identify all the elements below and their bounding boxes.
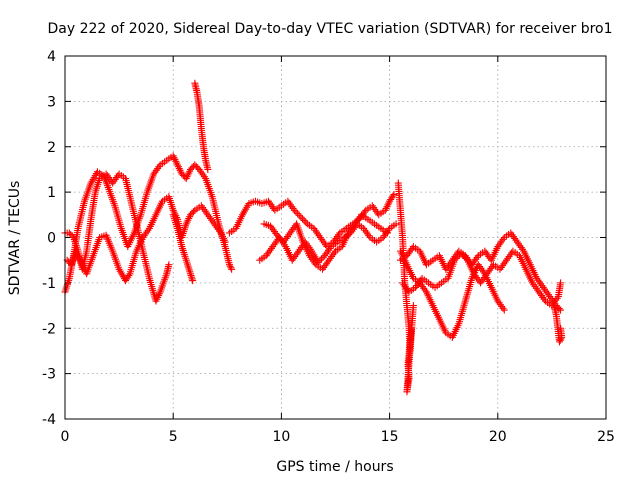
x-tick-label: 25 bbox=[597, 429, 615, 445]
data-point bbox=[295, 211, 303, 219]
x-tick-label: 0 bbox=[61, 429, 70, 445]
data-point bbox=[192, 162, 200, 170]
y-tick-label: 2 bbox=[47, 140, 56, 156]
y-tick-label: 0 bbox=[47, 231, 56, 247]
data-point bbox=[460, 253, 468, 261]
x-tick-label: 10 bbox=[272, 429, 290, 445]
data-point bbox=[191, 161, 199, 169]
series-track-7 bbox=[260, 211, 391, 273]
data-point bbox=[319, 253, 327, 261]
data-point bbox=[188, 209, 196, 217]
data-point bbox=[67, 230, 75, 238]
data-point bbox=[276, 235, 284, 243]
data-point bbox=[292, 208, 300, 216]
series-track-4 bbox=[169, 211, 197, 285]
data-points bbox=[61, 79, 566, 396]
data-point bbox=[227, 264, 235, 272]
data-point bbox=[451, 256, 459, 264]
data-point bbox=[65, 229, 73, 237]
data-point bbox=[389, 192, 397, 200]
data-point bbox=[225, 261, 233, 269]
data-point bbox=[409, 302, 417, 310]
series-track-10 bbox=[399, 247, 565, 310]
data-point bbox=[290, 206, 298, 214]
data-point bbox=[462, 254, 470, 262]
data-point bbox=[383, 229, 391, 237]
y-tick-label: -4 bbox=[42, 412, 56, 428]
data-point bbox=[555, 305, 563, 313]
data-point bbox=[273, 231, 281, 239]
data-point bbox=[390, 190, 398, 198]
data-point bbox=[189, 208, 197, 216]
data-point bbox=[392, 220, 400, 228]
data-point bbox=[459, 251, 467, 259]
data-point bbox=[294, 210, 302, 218]
x-tick-label: 15 bbox=[381, 429, 399, 445]
data-point bbox=[125, 272, 133, 280]
data-point bbox=[298, 215, 306, 223]
data-point bbox=[187, 211, 195, 219]
chart-title: Day 222 of 2020, Sidereal Day-to-day VTE… bbox=[47, 21, 612, 37]
data-point bbox=[228, 265, 236, 273]
data-point bbox=[317, 255, 325, 263]
y-tick-label: -1 bbox=[42, 276, 56, 292]
y-tick-label: -3 bbox=[42, 367, 56, 383]
x-tick-label: 20 bbox=[489, 429, 507, 445]
x-axis-label: GPS time / hours bbox=[276, 459, 393, 475]
data-point bbox=[221, 238, 229, 246]
series-track-3 bbox=[63, 193, 229, 285]
data-point bbox=[457, 249, 465, 257]
data-point bbox=[454, 253, 462, 261]
data-point bbox=[204, 165, 212, 173]
data-point bbox=[178, 170, 186, 178]
y-tick-label: -2 bbox=[42, 321, 56, 337]
data-point bbox=[500, 306, 508, 314]
x-tick-label: 5 bbox=[169, 429, 178, 445]
data-point bbox=[226, 262, 234, 270]
data-point bbox=[557, 306, 565, 314]
series-spike-6h bbox=[191, 79, 212, 173]
data-point bbox=[300, 216, 308, 224]
data-point bbox=[302, 218, 310, 226]
y-tick-label: 4 bbox=[47, 49, 56, 65]
data-point bbox=[187, 165, 195, 173]
data-point bbox=[165, 261, 173, 269]
series-spike-15h bbox=[394, 179, 417, 396]
series-tail-23h bbox=[550, 302, 566, 346]
data-point bbox=[275, 233, 283, 241]
data-point bbox=[65, 258, 73, 266]
data-point bbox=[316, 257, 324, 265]
data-point bbox=[557, 279, 565, 287]
y-tick-label: 1 bbox=[47, 185, 56, 201]
y-axis-label: SDTVAR / TECUs bbox=[7, 181, 23, 296]
plot-frame bbox=[64, 55, 607, 420]
data-point bbox=[179, 171, 187, 179]
y-tick-label: 3 bbox=[47, 94, 56, 110]
data-point bbox=[550, 302, 558, 310]
data-point bbox=[189, 277, 197, 285]
data-point bbox=[452, 254, 460, 262]
data-point bbox=[297, 213, 305, 221]
